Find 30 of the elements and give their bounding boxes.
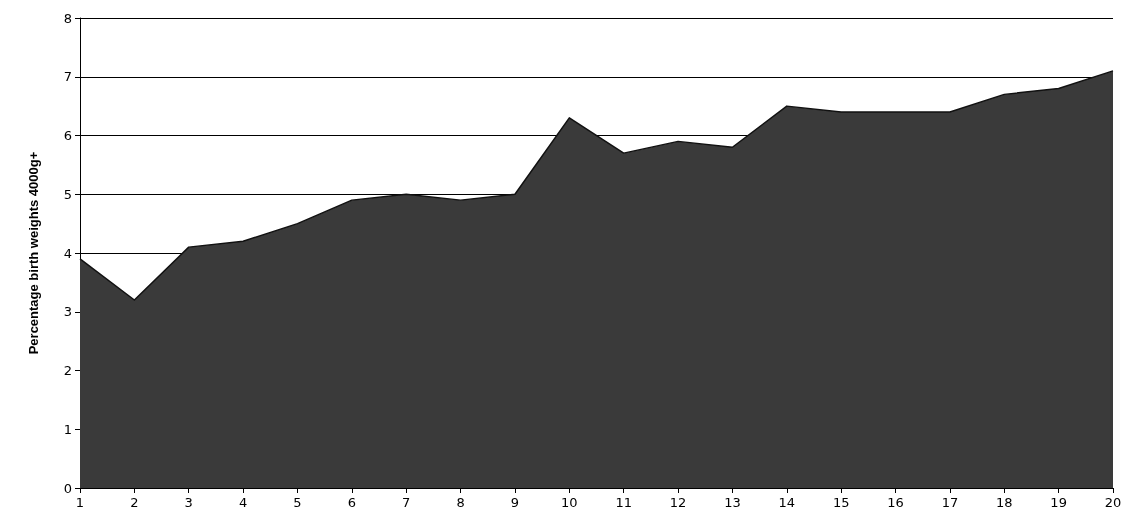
x-tick-label: 4: [238, 495, 248, 510]
x-tick-label: 18: [995, 495, 1013, 510]
x-tick-label: 5: [293, 495, 302, 510]
y-tick-label: 8: [63, 10, 72, 26]
x-tick-label: 17: [941, 495, 959, 510]
x-tick-label: 15: [832, 495, 850, 510]
x-tick-label: 10: [561, 495, 578, 510]
y-tick-label: 6: [63, 128, 72, 143]
x-tick-label: 6: [347, 495, 356, 510]
y-tick-label: 1: [63, 421, 72, 437]
y-tick-label: 0: [63, 480, 72, 496]
x-tick-label: 3: [184, 495, 193, 510]
x-tick-label: 12: [669, 495, 687, 510]
y-tick-label: 7: [63, 69, 72, 85]
x-tick-label: 20: [1104, 495, 1122, 510]
x-tick-label: 1: [75, 495, 85, 510]
x-tick-label: 11: [615, 495, 632, 510]
x-tick-label: 16: [887, 495, 904, 510]
x-tick-label: 9: [510, 495, 520, 510]
y-tick-label: 4: [63, 245, 72, 261]
y-tick-label: 2: [63, 363, 72, 378]
x-tick-label: 14: [778, 495, 796, 510]
x-tick-label: 7: [402, 495, 411, 510]
x-tick-label: 2: [130, 495, 139, 510]
x-tick-label: 19: [1050, 495, 1067, 510]
y-axis-title: Percentage birth weights 4000g+: [26, 151, 41, 355]
x-tick-label: 13: [724, 495, 741, 510]
y-tick-label: 5: [63, 186, 72, 202]
x-tick-label: 8: [456, 495, 465, 510]
y-tick-label: 3: [63, 304, 72, 320]
